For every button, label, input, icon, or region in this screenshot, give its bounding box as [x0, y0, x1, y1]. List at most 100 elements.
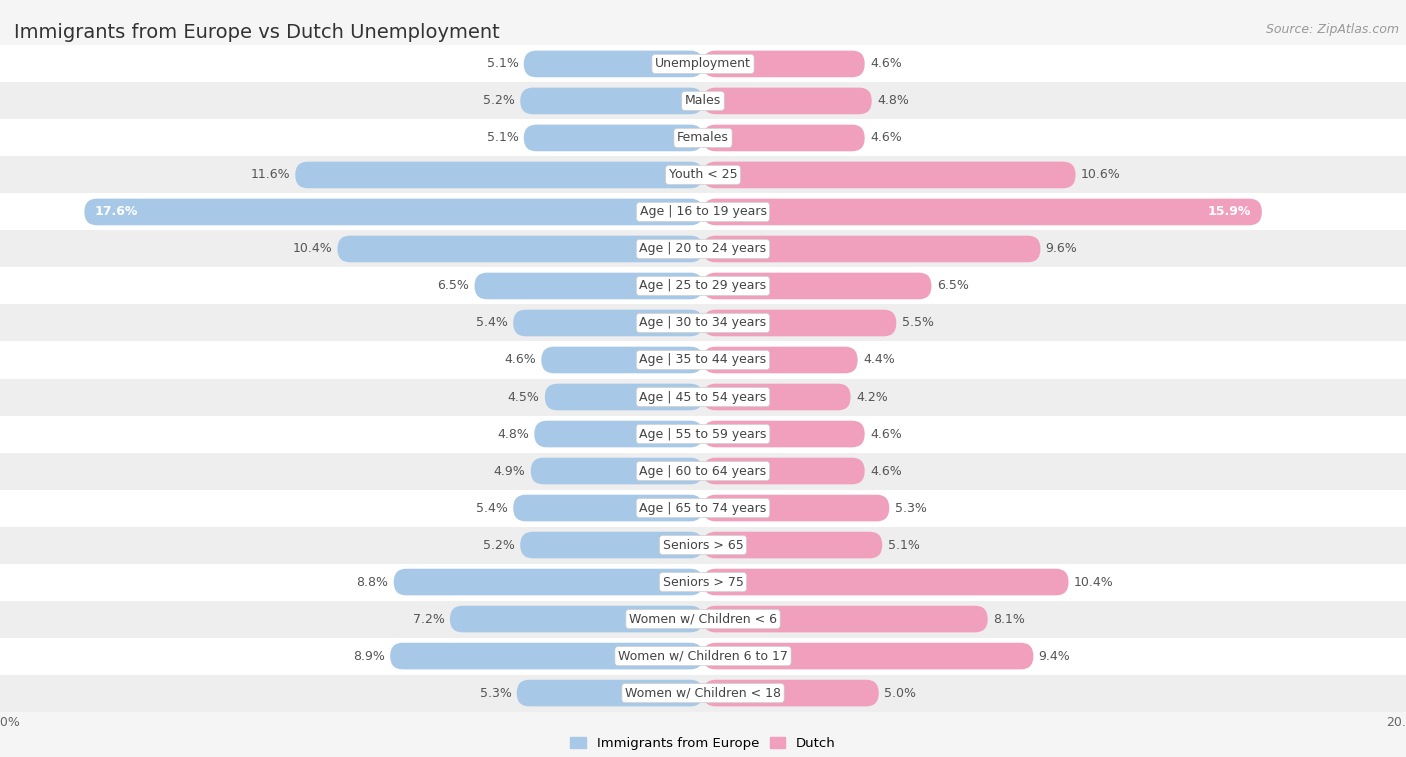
Text: 10.4%: 10.4%: [292, 242, 332, 255]
Text: 4.6%: 4.6%: [870, 132, 901, 145]
Text: 4.6%: 4.6%: [870, 465, 901, 478]
FancyBboxPatch shape: [534, 421, 703, 447]
FancyBboxPatch shape: [703, 680, 879, 706]
FancyBboxPatch shape: [703, 310, 897, 336]
Bar: [0, 637, 1406, 674]
Text: 5.2%: 5.2%: [484, 95, 515, 107]
Text: 8.8%: 8.8%: [356, 575, 388, 588]
Text: 7.2%: 7.2%: [413, 612, 444, 625]
Legend: Immigrants from Europe, Dutch: Immigrants from Europe, Dutch: [565, 731, 841, 755]
Text: 4.8%: 4.8%: [498, 428, 529, 441]
Text: Unemployment: Unemployment: [655, 58, 751, 70]
Text: 4.2%: 4.2%: [856, 391, 887, 403]
FancyBboxPatch shape: [703, 235, 1040, 262]
Bar: [0, 563, 1406, 600]
Text: 17.6%: 17.6%: [94, 205, 138, 219]
FancyBboxPatch shape: [703, 88, 872, 114]
Text: 10.6%: 10.6%: [1081, 169, 1121, 182]
FancyBboxPatch shape: [531, 458, 703, 484]
Text: 5.4%: 5.4%: [477, 316, 508, 329]
Text: Age | 20 to 24 years: Age | 20 to 24 years: [640, 242, 766, 255]
Bar: [0, 527, 1406, 563]
FancyBboxPatch shape: [513, 310, 703, 336]
Text: Youth < 25: Youth < 25: [669, 169, 737, 182]
Bar: [0, 600, 1406, 637]
FancyBboxPatch shape: [703, 643, 1033, 669]
Text: 9.4%: 9.4%: [1039, 650, 1070, 662]
Bar: [0, 416, 1406, 453]
FancyBboxPatch shape: [703, 51, 865, 77]
Text: Age | 65 to 74 years: Age | 65 to 74 years: [640, 502, 766, 515]
Bar: [0, 267, 1406, 304]
FancyBboxPatch shape: [703, 198, 1263, 226]
Text: 4.8%: 4.8%: [877, 95, 908, 107]
Text: Age | 30 to 34 years: Age | 30 to 34 years: [640, 316, 766, 329]
FancyBboxPatch shape: [295, 162, 703, 188]
Bar: [0, 304, 1406, 341]
Text: Age | 35 to 44 years: Age | 35 to 44 years: [640, 354, 766, 366]
FancyBboxPatch shape: [703, 606, 987, 632]
Text: 8.9%: 8.9%: [353, 650, 385, 662]
Text: 9.6%: 9.6%: [1046, 242, 1077, 255]
Bar: [0, 341, 1406, 378]
Bar: [0, 45, 1406, 83]
Bar: [0, 230, 1406, 267]
Text: Women w/ Children < 6: Women w/ Children < 6: [628, 612, 778, 625]
FancyBboxPatch shape: [524, 125, 703, 151]
Text: 15.9%: 15.9%: [1208, 205, 1251, 219]
Bar: [0, 120, 1406, 157]
Text: Males: Males: [685, 95, 721, 107]
Text: Age | 16 to 19 years: Age | 16 to 19 years: [640, 205, 766, 219]
FancyBboxPatch shape: [475, 273, 703, 299]
Text: 5.5%: 5.5%: [901, 316, 934, 329]
FancyBboxPatch shape: [520, 88, 703, 114]
Bar: [0, 490, 1406, 527]
Text: 5.3%: 5.3%: [479, 687, 512, 699]
Text: Age | 25 to 29 years: Age | 25 to 29 years: [640, 279, 766, 292]
FancyBboxPatch shape: [703, 569, 1069, 595]
Text: Women w/ Children 6 to 17: Women w/ Children 6 to 17: [619, 650, 787, 662]
Text: 4.6%: 4.6%: [505, 354, 536, 366]
Text: 6.5%: 6.5%: [437, 279, 470, 292]
FancyBboxPatch shape: [541, 347, 703, 373]
Bar: [0, 157, 1406, 194]
Text: 4.9%: 4.9%: [494, 465, 526, 478]
FancyBboxPatch shape: [394, 569, 703, 595]
FancyBboxPatch shape: [450, 606, 703, 632]
Text: Age | 45 to 54 years: Age | 45 to 54 years: [640, 391, 766, 403]
FancyBboxPatch shape: [517, 680, 703, 706]
FancyBboxPatch shape: [703, 273, 932, 299]
Text: 5.1%: 5.1%: [887, 538, 920, 552]
FancyBboxPatch shape: [524, 51, 703, 77]
FancyBboxPatch shape: [703, 162, 1076, 188]
FancyBboxPatch shape: [703, 531, 883, 559]
FancyBboxPatch shape: [703, 421, 865, 447]
Text: Seniors > 65: Seniors > 65: [662, 538, 744, 552]
FancyBboxPatch shape: [703, 458, 865, 484]
Bar: [0, 378, 1406, 416]
Text: 4.4%: 4.4%: [863, 354, 894, 366]
FancyBboxPatch shape: [513, 495, 703, 522]
Bar: [0, 83, 1406, 120]
Text: 4.6%: 4.6%: [870, 428, 901, 441]
Text: 5.1%: 5.1%: [486, 132, 519, 145]
Text: Age | 60 to 64 years: Age | 60 to 64 years: [640, 465, 766, 478]
Text: 11.6%: 11.6%: [250, 169, 290, 182]
Text: 8.1%: 8.1%: [993, 612, 1025, 625]
Text: Seniors > 75: Seniors > 75: [662, 575, 744, 588]
Text: 6.5%: 6.5%: [936, 279, 969, 292]
Bar: [0, 453, 1406, 490]
FancyBboxPatch shape: [337, 235, 703, 262]
Text: 5.0%: 5.0%: [884, 687, 917, 699]
Text: 4.6%: 4.6%: [870, 58, 901, 70]
FancyBboxPatch shape: [84, 198, 703, 226]
Text: 5.3%: 5.3%: [894, 502, 927, 515]
Bar: [0, 674, 1406, 712]
FancyBboxPatch shape: [703, 125, 865, 151]
FancyBboxPatch shape: [520, 531, 703, 559]
FancyBboxPatch shape: [546, 384, 703, 410]
Text: 10.4%: 10.4%: [1074, 575, 1114, 588]
FancyBboxPatch shape: [391, 643, 703, 669]
FancyBboxPatch shape: [703, 384, 851, 410]
FancyBboxPatch shape: [703, 347, 858, 373]
